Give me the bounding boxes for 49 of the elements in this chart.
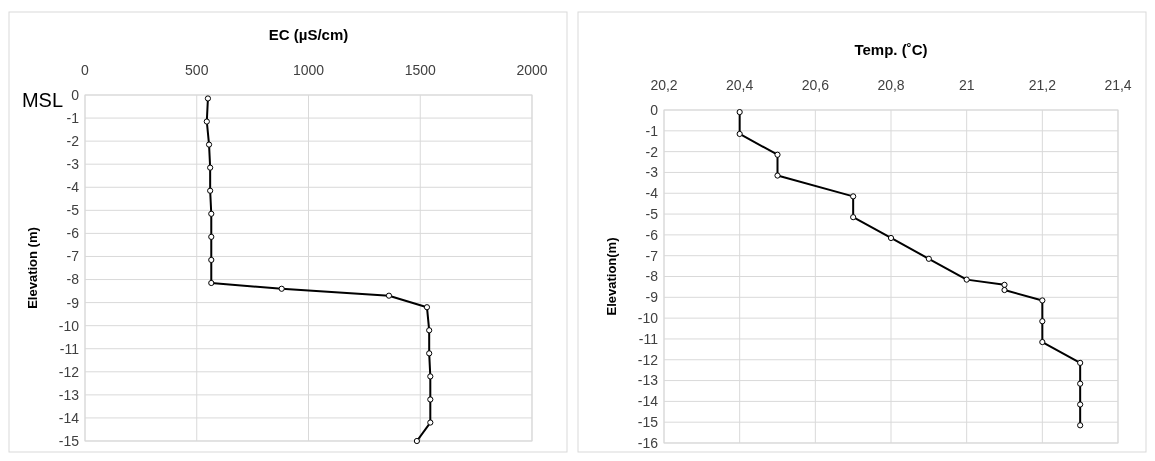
y-tick-label: -7: [66, 248, 80, 265]
y-tick-label: -8: [645, 268, 659, 285]
x-tick-label: 1000: [292, 62, 325, 78]
x-tick-label: 20,8: [877, 77, 905, 93]
text: MSL: [21, 89, 63, 111]
y-tick-label: -6: [66, 225, 80, 242]
y-tick-label: -12: [58, 363, 80, 380]
x-tick-label: 20,6: [801, 77, 830, 93]
y-tick-label: -2: [645, 143, 659, 160]
x-axis-title: EC (µS/cm): [268, 26, 349, 43]
y-axis-title: Elevation (m): [25, 227, 40, 309]
y-tick-label: -14: [58, 409, 80, 426]
x-tick-label: 20,4: [726, 77, 754, 93]
y-tick-label: -4: [66, 179, 80, 196]
y-tick-label: -4: [645, 185, 659, 202]
y-tick-label: -9: [645, 289, 659, 306]
y-tick-label: -12: [637, 351, 659, 368]
y-tick-label: -10: [637, 310, 659, 327]
y-tick-label: -3: [645, 164, 659, 181]
y-tick-label: -10: [58, 317, 80, 334]
x-tick-label: 1500: [404, 62, 437, 78]
y-axis-title: Elevation(m): [604, 237, 619, 316]
x-tick-label: 0: [81, 62, 90, 78]
y-tick-label: -1: [66, 109, 80, 126]
y-tick-label: -11: [59, 340, 80, 357]
x-axis-title: Temp. (˚C): [854, 41, 928, 58]
y-tick-label: -9: [66, 294, 80, 311]
x-tick-label: 20,2: [650, 77, 678, 93]
y-tick-label: -5: [645, 205, 659, 222]
y-tick-label: -5: [66, 202, 80, 219]
x-tick-label: 2000: [516, 62, 548, 78]
y-tick-label: -7: [645, 247, 659, 264]
y-tick-label: -16: [637, 434, 659, 451]
y-tick-label: -6: [645, 226, 659, 243]
x-tick-label: 21,2: [1028, 77, 1057, 93]
y-tick-label: -14: [637, 393, 659, 410]
y-tick-label: -15: [637, 414, 659, 431]
y-tick-label: -11: [638, 330, 659, 347]
y-tick-label: 0: [650, 101, 659, 118]
y-tick-label: -13: [58, 386, 80, 403]
y-tick-label: -3: [66, 156, 80, 173]
x-tick-label: 21,4: [1104, 77, 1132, 93]
x-tick-label: 21: [958, 77, 975, 93]
y-tick-label: -2: [66, 133, 80, 150]
y-tick-label: -1: [645, 122, 659, 139]
y-tick-label: -15: [58, 432, 80, 449]
x-tick-label: 500: [185, 62, 209, 78]
y-tick-label: -13: [637, 372, 659, 389]
y-tick-label: -8: [66, 271, 80, 288]
